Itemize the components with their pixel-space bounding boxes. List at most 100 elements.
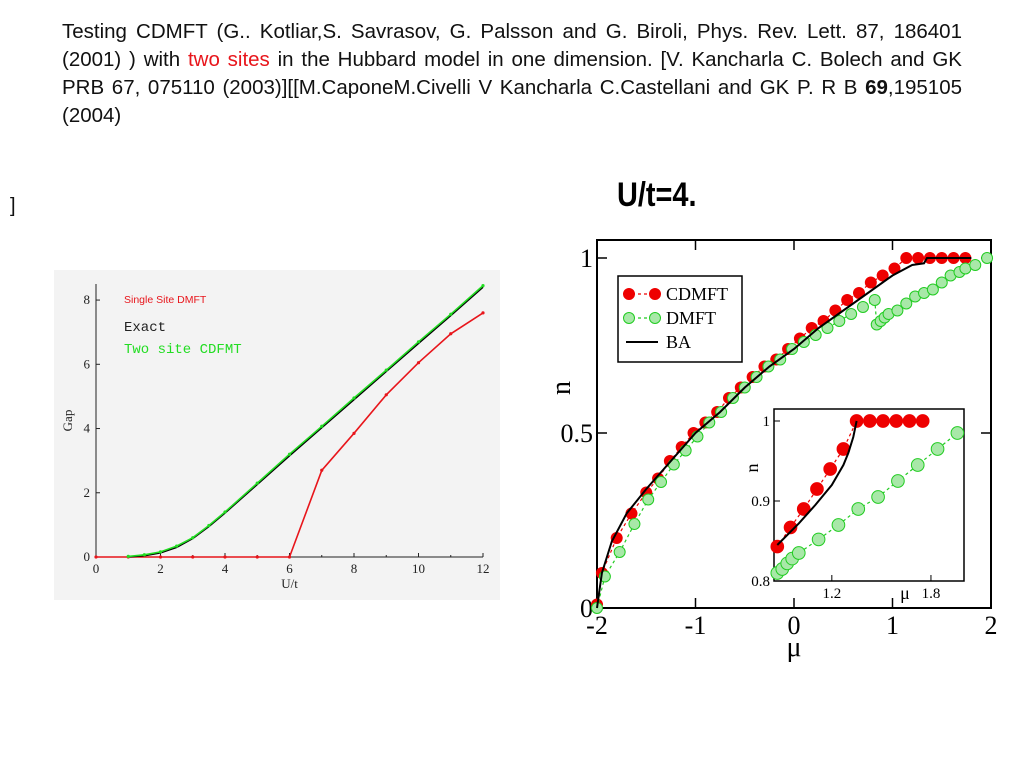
- legend-label-ba: BA: [666, 332, 691, 352]
- main-dmft-point: [926, 283, 939, 296]
- x-tick-label: -1: [685, 611, 707, 640]
- inset-dmft-point: [791, 546, 806, 560]
- inset-y-tick-label: 1: [763, 414, 771, 430]
- inset-cdmft-point: [796, 502, 811, 516]
- legend-marker-dmft: [623, 312, 635, 324]
- gap-series-0-point: [191, 555, 195, 559]
- gap-series-2-point: [223, 510, 227, 514]
- inset-x-axis-label: μ: [900, 583, 910, 603]
- main-dmft-point: [935, 276, 948, 289]
- inset-ba-line: [776, 420, 858, 546]
- main-dmft-point: [959, 262, 972, 275]
- inset-dmft-point: [950, 426, 965, 440]
- volume-number: 69: [865, 76, 888, 99]
- inset-cdmft-point: [889, 414, 904, 428]
- legend-marker-dmft: [649, 312, 661, 324]
- main-ba-line: [596, 257, 972, 609]
- y-tick-label: 0: [84, 549, 91, 564]
- y-axis-label: n: [546, 381, 577, 395]
- main-dmft-point: [845, 308, 858, 320]
- x-tick-label: 2: [157, 561, 164, 576]
- main-dmft-point: [856, 301, 869, 313]
- main-dmft-point: [981, 252, 994, 264]
- gap-series-2-point: [255, 481, 259, 485]
- gap-series-2-point: [207, 523, 211, 528]
- legend-marker-cdmft: [649, 288, 661, 300]
- inset-dmft-point: [910, 458, 925, 472]
- inset-y-tick-label: 0.8: [751, 574, 770, 590]
- inset-y-tick-label: 0.9: [751, 494, 770, 510]
- gap-series-0-point: [158, 555, 163, 559]
- gap-series-0-point: [94, 555, 98, 559]
- legend-single-site: Single Site DMFT: [124, 294, 207, 306]
- main-dmft-point: [891, 304, 904, 317]
- y-tick-label: 8: [84, 292, 91, 307]
- x-tick-label: -2: [586, 611, 608, 640]
- main-dmft-point: [868, 294, 881, 306]
- y-axis-label: Gap: [60, 410, 75, 432]
- inset-frame: [773, 408, 965, 582]
- legend-label-dmft: DMFT: [666, 308, 716, 328]
- gap-series-2-point: [175, 544, 179, 548]
- gap-series-0-point: [416, 361, 421, 365]
- gap-series-2-point: [142, 553, 146, 557]
- inset-cdmft-point: [783, 520, 798, 535]
- inset-cdmft-point: [823, 462, 837, 476]
- legend-label-cdmft: CDMFT: [666, 284, 728, 304]
- y-tick-label: 4: [84, 421, 91, 436]
- x-tick-label: 2: [985, 611, 998, 640]
- main-cdmft-point: [900, 252, 913, 264]
- gap-series-0-point: [384, 393, 388, 397]
- main-cdmft-point: [841, 294, 854, 306]
- main-dmft-point: [628, 518, 641, 530]
- stray-bracket: ]: [10, 195, 16, 217]
- main-dmft-line: [596, 257, 988, 609]
- plot-background: [54, 270, 500, 600]
- inset-y-axis-label: n: [742, 464, 762, 473]
- citation-paragraph: Testing CDMFT (G.. Kotliar,S. Savrasov, …: [62, 18, 962, 130]
- gap-series-2-point: [287, 452, 292, 456]
- legend-two-site: Two site CDFMT: [124, 342, 242, 358]
- gap-series-0-point: [255, 555, 259, 559]
- x-tick-label: 10: [412, 561, 425, 576]
- gap-series-0-point: [449, 332, 453, 336]
- x-tick-label: 6: [286, 561, 293, 576]
- y-tick-label: 6: [84, 356, 91, 371]
- legend-box: [617, 275, 743, 363]
- two-sites-highlight: two sites: [187, 48, 270, 71]
- main-dmft-point: [900, 297, 913, 310]
- main-dmft-point: [679, 444, 692, 457]
- inset-dmft-point: [851, 502, 866, 516]
- main-dmft-point: [833, 315, 846, 327]
- y-tick-label: 0.5: [561, 419, 594, 448]
- gap-series-2-point: [449, 312, 453, 316]
- gap-series-2-point: [481, 284, 485, 288]
- right-chart-title: U/t=4.: [617, 176, 697, 214]
- gap-chart: 0 2 4 6 8 10 12 0 2 4 6 8 U/t Gap Single Site DMFT Exac…: [54, 270, 500, 600]
- main-dmft-point: [969, 259, 982, 271]
- gap-series-2-point: [191, 536, 195, 540]
- inset-dmft-point: [871, 490, 885, 504]
- main-dmft-point: [655, 476, 668, 488]
- main-cdmft-point: [864, 276, 877, 289]
- gap-series-0-point: [481, 311, 485, 315]
- main-cdmft-point: [876, 269, 889, 282]
- x-tick-label: 0: [788, 611, 801, 640]
- main-dmft-point: [642, 493, 655, 506]
- y-tick-label: 2: [84, 485, 91, 500]
- gap-series-0-point: [352, 431, 356, 435]
- legend-marker-cdmft: [623, 288, 635, 300]
- gap-series-2-point: [320, 424, 324, 428]
- x-tick-label: 0: [93, 561, 100, 576]
- gap-series-2-point: [126, 554, 130, 558]
- citation-text-start: Testing CDMFT (G.. Kotliar,S. Savrasov, …: [62, 20, 962, 71]
- inset-cdmft-point: [902, 414, 917, 428]
- legend-exact: Exact: [124, 320, 166, 336]
- inset-cdmft-point: [849, 414, 864, 428]
- x-tick-label: 12: [477, 561, 490, 576]
- main-dmft-point: [613, 546, 626, 558]
- gap-series-2-point: [352, 396, 356, 400]
- x-axis-label: μ: [786, 632, 801, 663]
- gap-series-0-point: [223, 555, 227, 559]
